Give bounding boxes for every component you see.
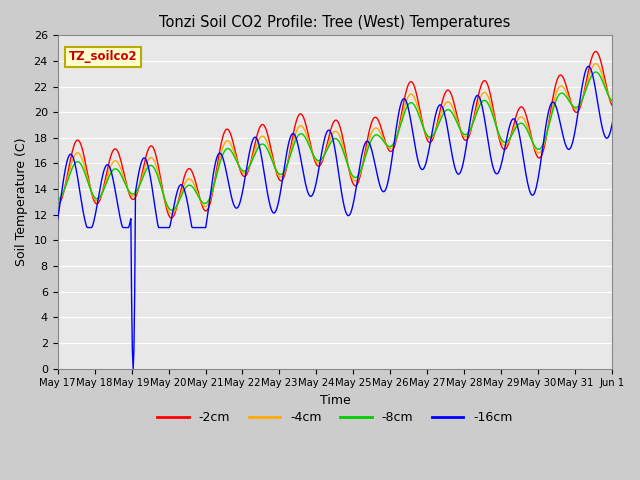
Legend: -2cm, -4cm, -8cm, -16cm: -2cm, -4cm, -8cm, -16cm xyxy=(152,406,518,429)
Title: Tonzi Soil CO2 Profile: Tree (West) Temperatures: Tonzi Soil CO2 Profile: Tree (West) Temp… xyxy=(159,15,511,30)
Text: TZ_soilco2: TZ_soilco2 xyxy=(68,50,137,63)
X-axis label: Time: Time xyxy=(319,394,350,407)
Y-axis label: Soil Temperature (C): Soil Temperature (C) xyxy=(15,138,28,266)
